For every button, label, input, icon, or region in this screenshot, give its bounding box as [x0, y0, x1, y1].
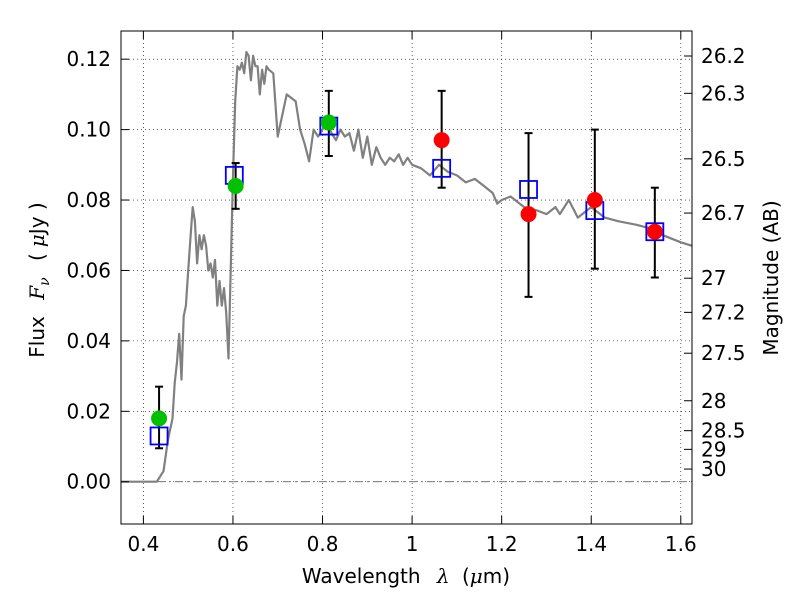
circle-marker-1-0 — [151, 410, 168, 427]
circle-marker-2-3 — [646, 223, 663, 240]
circle-marker-2-0 — [433, 132, 450, 149]
y-axis-label-subscript: ν — [37, 277, 53, 286]
square-marker-6 — [645, 222, 665, 242]
x-tick-label: 1 — [406, 532, 419, 556]
y-tick-label: 0.12 — [66, 47, 111, 71]
plot-frame — [120, 30, 693, 525]
x-tick-label: 1.4 — [575, 532, 607, 556]
x-axis-label-prefix: Wavelength — [302, 564, 421, 588]
y-axis-label-unit-rest: Jy ) — [25, 202, 49, 236]
circle-marker-2-1 — [520, 206, 537, 223]
y2-tick-label: 27 — [701, 266, 726, 290]
y-axis-ticks: 0.00 0.02 0.04 0.06 0.08 0.10 0.12 — [66, 47, 129, 494]
y2-tick-label: 26.3 — [701, 81, 746, 105]
y-tick-label: 0.02 — [66, 399, 111, 423]
y-axis-label-prefix: Flux — [25, 316, 49, 358]
y2-tick-label: 29 — [701, 437, 726, 461]
square-marker-0 — [149, 426, 169, 446]
y-axis-label-symbol: F — [25, 285, 49, 301]
x-axis-label-symbol: λ — [436, 564, 450, 588]
x-axis-label-unit-mu: μ — [470, 564, 483, 588]
y-tick-label: 0.00 — [66, 470, 111, 494]
y-axis-label: Flux Fν ( μJy ) — [25, 202, 54, 357]
model-spectrum — [121, 50, 693, 483]
y-tick-label: 0.08 — [66, 188, 111, 212]
y-tick-label: 0.04 — [66, 329, 111, 353]
model-spectrum-line — [121, 50, 693, 483]
y-tick-label: 0.10 — [66, 118, 111, 142]
x-axis-ticks: 0.4 0.6 0.8 1 1.2 1.4 1.6 — [127, 31, 697, 556]
y2-tick-label: 30 — [701, 457, 726, 481]
x-tick-label: 1.6 — [665, 532, 697, 556]
y-tick-label: 0.06 — [66, 258, 111, 282]
y2-tick-label: 27.2 — [701, 300, 746, 324]
y-axis-label-unit-mu: μ — [25, 234, 49, 247]
y2-tick-label: 26.5 — [701, 147, 746, 171]
circle-marker-1-1 — [227, 177, 244, 194]
x-axis-label: Wavelength λ (μm) — [302, 564, 510, 588]
y2-tick-label: 28.5 — [701, 419, 746, 443]
x-tick-label: 0.4 — [127, 532, 159, 556]
y2-tick-label: 26.2 — [701, 44, 746, 68]
y2-tick-label: 28 — [701, 389, 726, 413]
x-axis-label-unit-open: ( — [462, 564, 470, 588]
circle-marker-2-2 — [586, 192, 603, 209]
square-marker-4 — [519, 180, 538, 199]
y2-tick-label: 26.7 — [701, 201, 746, 225]
x-tick-label: 0.8 — [307, 532, 339, 556]
circle-marker-1-2 — [320, 114, 337, 131]
y2-axis-label: Magnitude (AB) — [759, 200, 783, 355]
plot-background — [121, 31, 692, 524]
x-tick-label: 0.6 — [217, 532, 249, 556]
y-axis-label-unit-open: ( — [25, 253, 49, 261]
square-marker-3 — [432, 158, 452, 178]
x-axis-label-unit-rest: m) — [483, 564, 510, 588]
x-tick-label: 1.2 — [486, 532, 518, 556]
y2-tick-label: 27.5 — [701, 341, 746, 365]
data-markers — [149, 114, 665, 446]
